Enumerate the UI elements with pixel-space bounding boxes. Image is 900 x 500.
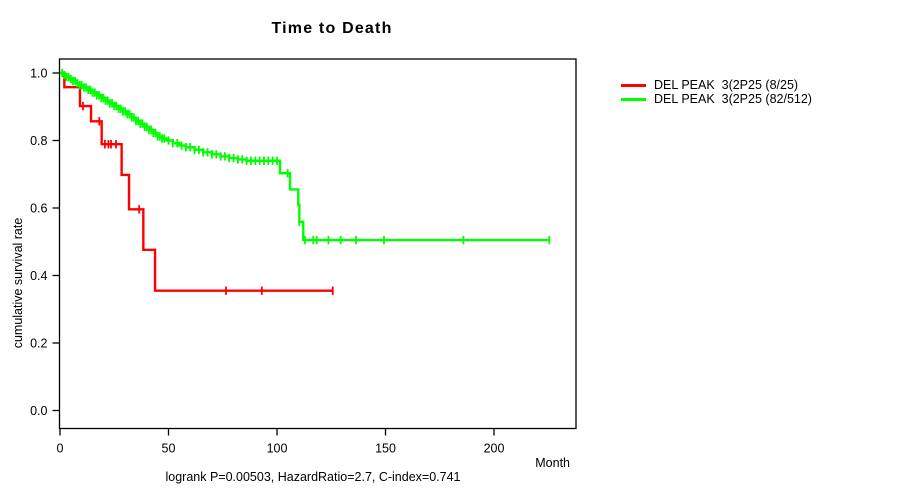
- legend-row-green: DEL PEAK 3(2P25 (82/512): [621, 91, 812, 107]
- legend-label-green: DEL PEAK 3(2P25 (82/512): [654, 91, 812, 106]
- legend-row-red: DEL PEAK 3(2P25 (8/25): [621, 78, 812, 93]
- x-tick-label: 200: [484, 442, 505, 456]
- red-survival-curve: [60, 71, 333, 292]
- chart-title: Time to Death: [271, 20, 392, 37]
- y-tick-label: 1.0: [30, 66, 47, 80]
- y-tick-label: 0.2: [30, 336, 47, 350]
- y-tick-label: 0.8: [30, 134, 47, 148]
- x-tick-label: 150: [375, 442, 396, 456]
- x-tick-label: 0: [57, 442, 64, 456]
- legend-label-red: DEL PEAK 3(2P25 (8/25): [654, 78, 799, 92]
- red-line-sample-icon: [621, 84, 646, 88]
- x-axis-label: Month: [535, 456, 570, 470]
- plot-box: [58, 58, 577, 430]
- stats-footer: logrank P=0.00503, HazardRatio=2.7, C-in…: [166, 470, 461, 484]
- y-tick-label: 0.0: [30, 404, 47, 418]
- x-tick-label: 100: [267, 442, 288, 456]
- x-tick-label: 50: [162, 442, 176, 456]
- y-axis-label: cumulative survival rate: [11, 218, 25, 349]
- green-line-sample-icon: [621, 97, 646, 101]
- y-tick-label: 0.4: [30, 269, 47, 283]
- y-tick-label: 0.6: [30, 201, 47, 215]
- axes-layer: 1.0 0.8 0.6 0.4 0.2 0.0 0 50 100 150 200: [30, 58, 577, 456]
- legend: DEL PEAK 3(2P25 (8/25) DEL PEAK 3(2P25 (…: [621, 78, 812, 107]
- green-survival-curve: [60, 71, 550, 242]
- curves-layer: [60, 68, 551, 295]
